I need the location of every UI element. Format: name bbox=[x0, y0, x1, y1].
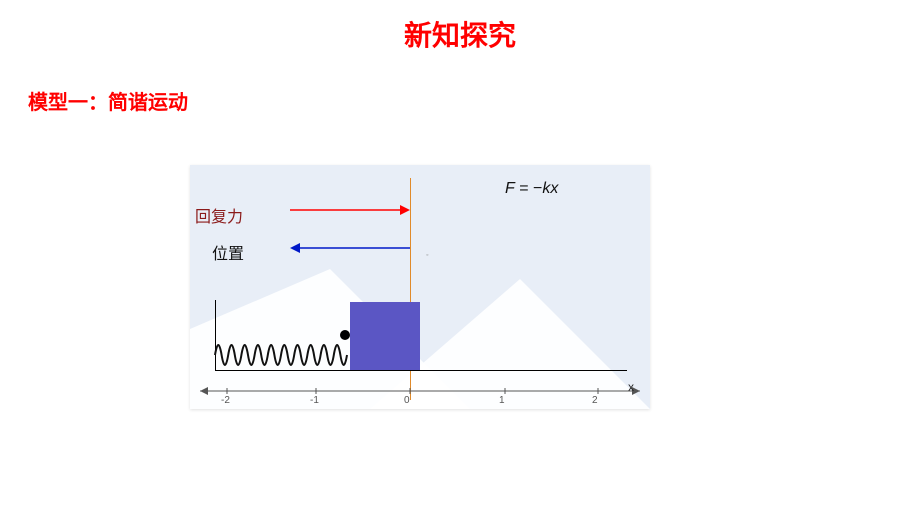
position-label: 位置 bbox=[212, 240, 244, 264]
x-axis-label: x bbox=[628, 380, 634, 394]
axis-tick-label: 2 bbox=[592, 395, 598, 406]
restoring-force-arrow bbox=[290, 203, 410, 217]
spring-end-bob bbox=[340, 330, 350, 340]
eq-equals-minus: = − bbox=[515, 180, 543, 197]
x-axis bbox=[200, 385, 640, 410]
page-title: 新知探究 bbox=[0, 14, 920, 54]
equation-F-kx: F = −kx bbox=[505, 180, 558, 198]
axis-tick-label: 0 bbox=[404, 395, 410, 406]
spring-icon bbox=[215, 335, 347, 380]
axis-tick-label: 1 bbox=[499, 395, 505, 406]
decorative-dot: ◦ bbox=[426, 252, 428, 259]
position-arrow bbox=[290, 241, 410, 255]
restoring-force-label: 回复力 bbox=[195, 203, 243, 227]
eq-F: F bbox=[505, 180, 515, 197]
model-subtitle: 模型一：简谐运动 bbox=[28, 86, 188, 115]
eq-kx: kx bbox=[542, 180, 558, 197]
axis-tick-label: -2 bbox=[221, 395, 230, 406]
mass-block bbox=[350, 302, 420, 370]
axis-tick-label: -1 bbox=[310, 395, 319, 406]
